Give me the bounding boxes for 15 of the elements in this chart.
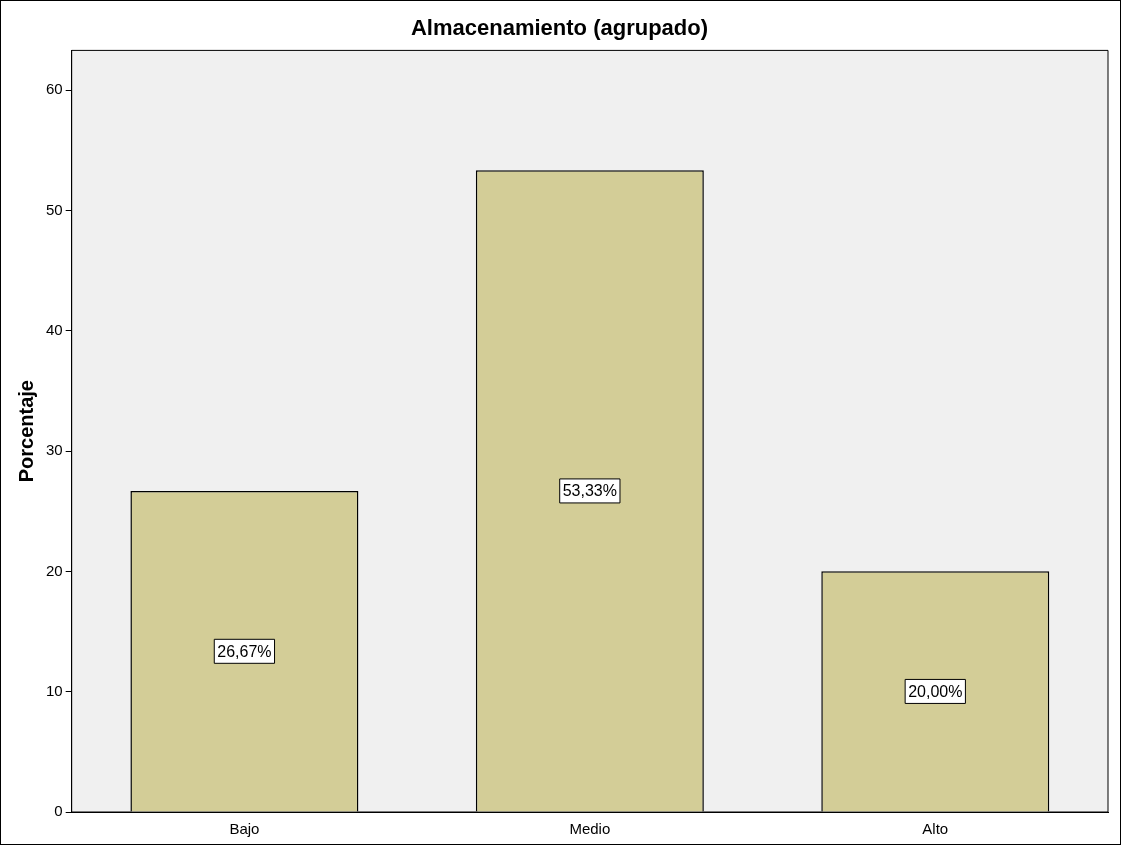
y-tick-label: 20 [46,561,63,579]
x-tick-label: Medio [569,820,611,838]
y-tick-label: 30 [46,441,63,459]
data-label: 20,00% [908,682,963,700]
y-tick-label: 60 [46,80,63,98]
x-tick-label: Alto [922,820,949,838]
y-tick-label: 50 [46,200,63,218]
y-tick-label: 40 [46,320,63,338]
y-axis-title: Porcentaje [14,380,37,483]
data-label: 53,33% [562,482,617,500]
data-label: 26,67% [217,642,272,660]
x-tick-label: Bajo [229,820,260,838]
y-tick-label: 0 [54,802,63,820]
chart-title: Almacenamiento (agrupado) [410,15,709,41]
y-tick-label: 10 [46,681,63,699]
